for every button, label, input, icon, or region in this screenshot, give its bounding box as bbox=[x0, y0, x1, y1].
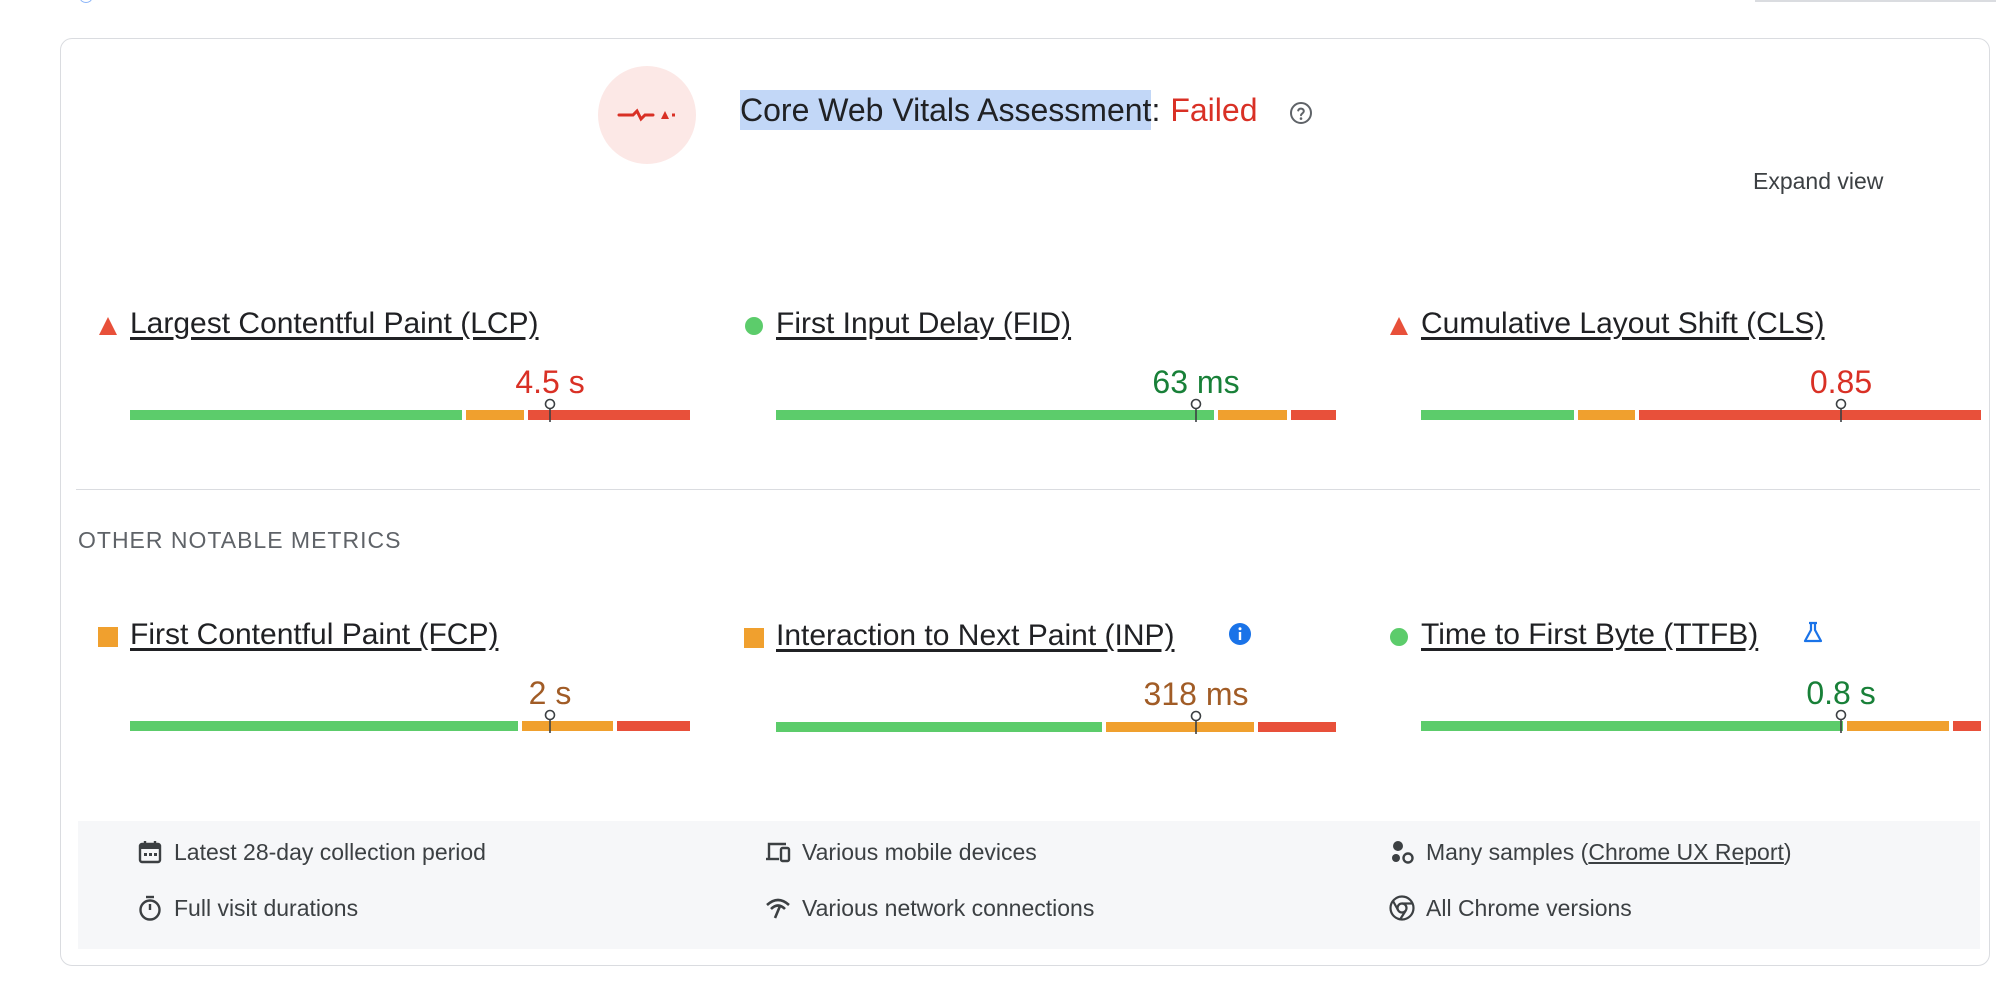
footer-samples-suffix: ) bbox=[1783, 838, 1792, 865]
red-triangle-icon bbox=[99, 317, 117, 335]
top-right-fragment bbox=[1755, 0, 1996, 2]
metric-value: 0.85 bbox=[1809, 364, 1873, 400]
data-source-footer: Latest 28-day collection period Various … bbox=[78, 821, 1980, 949]
poor-segment bbox=[527, 410, 690, 420]
needs-improvement-segment bbox=[466, 410, 524, 420]
experimental-flask-icon[interactable] bbox=[1801, 620, 1825, 644]
p75-marker-icon bbox=[1190, 710, 1202, 734]
green-circle-icon bbox=[1390, 628, 1408, 646]
metric-ttfb: Time to First Byte (TTFB) 0.8 s bbox=[1389, 613, 1981, 753]
p75-marker-icon bbox=[544, 398, 556, 422]
metric-fid: First Input Delay (FID) 63 ms bbox=[744, 302, 1336, 442]
other-metrics-heading: OTHER NOTABLE METRICS bbox=[78, 527, 402, 553]
samples-icon bbox=[1392, 841, 1414, 864]
needs-improvement-segment bbox=[1577, 410, 1636, 420]
metric-value: 318 ms bbox=[1143, 676, 1249, 712]
distribution-bar bbox=[776, 410, 1336, 420]
metric-inp: Interaction to Next Paint (INP) 318 ms bbox=[744, 614, 1336, 754]
needs-improvement-segment bbox=[1846, 721, 1949, 731]
footer-devices-text: Various mobile devices bbox=[802, 838, 1037, 865]
section-divider bbox=[76, 489, 1980, 490]
calendar-icon bbox=[138, 841, 162, 864]
metric-value: 63 ms bbox=[1152, 364, 1240, 400]
metric-name-link[interactable]: First Contentful Paint (FCP) bbox=[130, 618, 499, 651]
footer-samples-prefix: Many samples ( bbox=[1426, 838, 1589, 865]
green-circle-icon bbox=[745, 317, 763, 335]
needs-improvement-segment bbox=[1218, 410, 1288, 420]
poor-segment bbox=[617, 721, 690, 731]
metric-value: 4.5 s bbox=[515, 364, 585, 400]
metric-lcp: Largest Contentful Paint (LCP) 4.5 s bbox=[98, 302, 690, 442]
distribution-bar bbox=[130, 721, 690, 731]
good-segment bbox=[130, 410, 462, 420]
red-triangle-icon bbox=[1390, 317, 1408, 335]
devices-icon bbox=[766, 842, 791, 863]
assessment-status: Failed bbox=[1170, 92, 1258, 128]
top-edge bbox=[0, 0, 1996, 4]
footer-chrome-versions: All Chrome versions bbox=[1388, 894, 1632, 922]
poor-segment bbox=[1639, 410, 1981, 420]
expand-view-link[interactable]: Expand view bbox=[1753, 168, 1884, 194]
p75-marker-icon bbox=[544, 709, 556, 733]
p75-marker-icon bbox=[1190, 398, 1202, 422]
metric-value: 2 s bbox=[528, 675, 572, 711]
good-segment bbox=[1421, 410, 1574, 420]
info-icon[interactable] bbox=[1228, 622, 1252, 646]
footer-network: Various network connections bbox=[764, 894, 1094, 922]
needs-improvement-segment bbox=[1106, 722, 1254, 732]
distribution-bar bbox=[1421, 721, 1981, 731]
good-segment bbox=[776, 722, 1103, 732]
orange-square-icon bbox=[744, 628, 764, 648]
footer-collection-period-text: Latest 28-day collection period bbox=[174, 838, 486, 865]
distribution-bar bbox=[776, 722, 1336, 732]
good-segment bbox=[1421, 721, 1843, 731]
failed-assessment-icon bbox=[598, 66, 696, 164]
chrome-ux-report-link[interactable]: Chrome UX Report bbox=[1588, 838, 1784, 865]
footer-chrome-versions-text: All Chrome versions bbox=[1426, 894, 1632, 921]
top-left-fragment bbox=[80, 0, 92, 3]
p75-marker-icon bbox=[1835, 398, 1847, 422]
good-segment bbox=[776, 410, 1215, 420]
metric-name-link[interactable]: Cumulative Layout Shift (CLS) bbox=[1421, 307, 1825, 340]
needs-improvement-segment bbox=[522, 721, 614, 731]
footer-durations: Full visit durations bbox=[136, 894, 358, 922]
good-segment bbox=[130, 721, 518, 731]
p75-marker-icon bbox=[1835, 709, 1847, 733]
poor-segment bbox=[1953, 721, 1981, 731]
orange-square-icon bbox=[98, 627, 118, 647]
footer-network-text: Various network connections bbox=[802, 894, 1095, 921]
assessment-title-text: Core Web Vitals Assessment bbox=[740, 90, 1152, 130]
metric-cls: Cumulative Layout Shift (CLS) 0.85 bbox=[1389, 302, 1981, 442]
cwv-card bbox=[60, 38, 1990, 966]
timer-icon bbox=[139, 895, 161, 921]
distribution-bar bbox=[130, 410, 690, 420]
footer-collection-period: Latest 28-day collection period bbox=[136, 838, 486, 866]
metric-name-link[interactable]: First Input Delay (FID) bbox=[776, 307, 1072, 340]
footer-durations-text: Full visit durations bbox=[174, 894, 359, 921]
metric-name-link[interactable]: Interaction to Next Paint (INP) bbox=[776, 619, 1175, 652]
footer-devices: Various mobile devices bbox=[764, 838, 1037, 866]
metric-value: 0.8 s bbox=[1806, 675, 1876, 711]
metric-fcp: First Contentful Paint (FCP) 2 s bbox=[98, 613, 690, 753]
network-signal-icon bbox=[766, 898, 790, 919]
metric-name-link[interactable]: Time to First Byte (TTFB) bbox=[1421, 618, 1759, 651]
distribution-bar bbox=[1421, 410, 1981, 420]
assessment-title: Core Web Vitals Assessment: Failed bbox=[740, 89, 1257, 131]
poor-segment bbox=[1291, 410, 1336, 420]
assessment-separator: : bbox=[1151, 92, 1161, 128]
help-circle-icon[interactable] bbox=[1289, 101, 1313, 125]
chrome-icon bbox=[1389, 895, 1415, 921]
poor-segment bbox=[1257, 722, 1336, 732]
metric-name-link[interactable]: Largest Contentful Paint (LCP) bbox=[130, 307, 539, 340]
footer-samples: Many samples (Chrome UX Report) bbox=[1388, 838, 1792, 866]
